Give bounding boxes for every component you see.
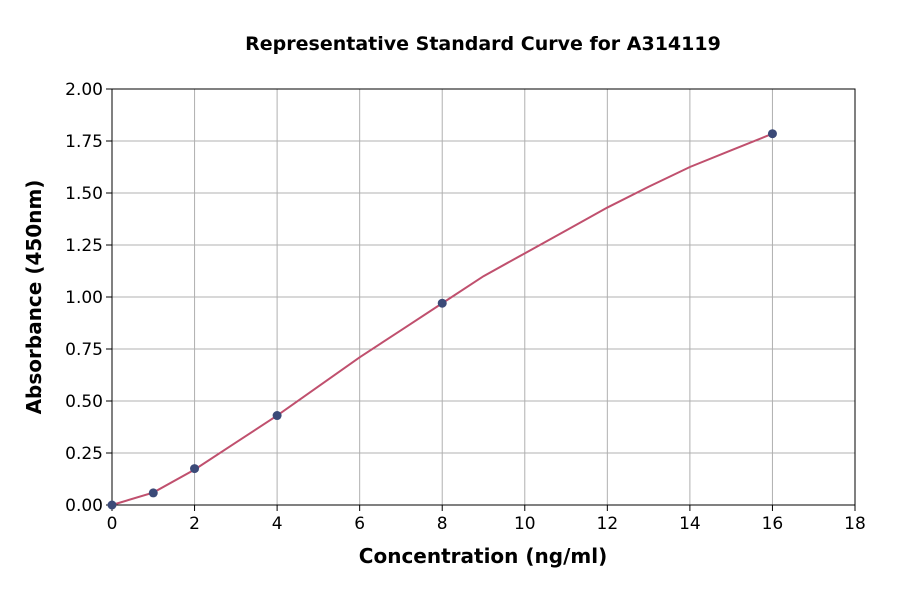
x-tick-label: 14 bbox=[679, 514, 701, 534]
y-tick-label: 0.25 bbox=[65, 444, 103, 464]
y-tick-label: 1.00 bbox=[65, 288, 103, 308]
x-tick-label: 18 bbox=[844, 514, 866, 534]
y-tick-label: 1.25 bbox=[65, 236, 103, 256]
y-tick-label: 1.50 bbox=[65, 184, 103, 204]
x-tick-label: 12 bbox=[597, 514, 619, 534]
data-point bbox=[272, 411, 282, 421]
data-point bbox=[190, 464, 200, 474]
data-point bbox=[437, 298, 447, 308]
x-tick-label: 10 bbox=[514, 514, 536, 534]
x-tick-label: 4 bbox=[272, 514, 283, 534]
y-axis-label: Absorbance (450nm) bbox=[22, 180, 46, 415]
y-tick-label: 1.75 bbox=[65, 132, 103, 152]
y-tick-label: 2.00 bbox=[65, 80, 103, 100]
plot-frame bbox=[111, 88, 856, 506]
x-tick-label: 0 bbox=[107, 514, 118, 534]
data-point bbox=[148, 488, 158, 498]
x-tick-label: 2 bbox=[189, 514, 200, 534]
data-point bbox=[767, 129, 777, 139]
x-tick-label: 6 bbox=[354, 514, 365, 534]
data-point bbox=[107, 500, 117, 510]
chart-title: Representative Standard Curve for A31411… bbox=[245, 33, 721, 55]
x-tick-label: 16 bbox=[762, 514, 784, 534]
y-tick-label: 0.50 bbox=[65, 392, 103, 412]
y-tick-label: 0.00 bbox=[65, 496, 103, 516]
y-tick-label: 0.75 bbox=[65, 340, 103, 360]
x-axis-label: Concentration (ng/ml) bbox=[359, 544, 607, 568]
x-tick-label: 8 bbox=[437, 514, 448, 534]
